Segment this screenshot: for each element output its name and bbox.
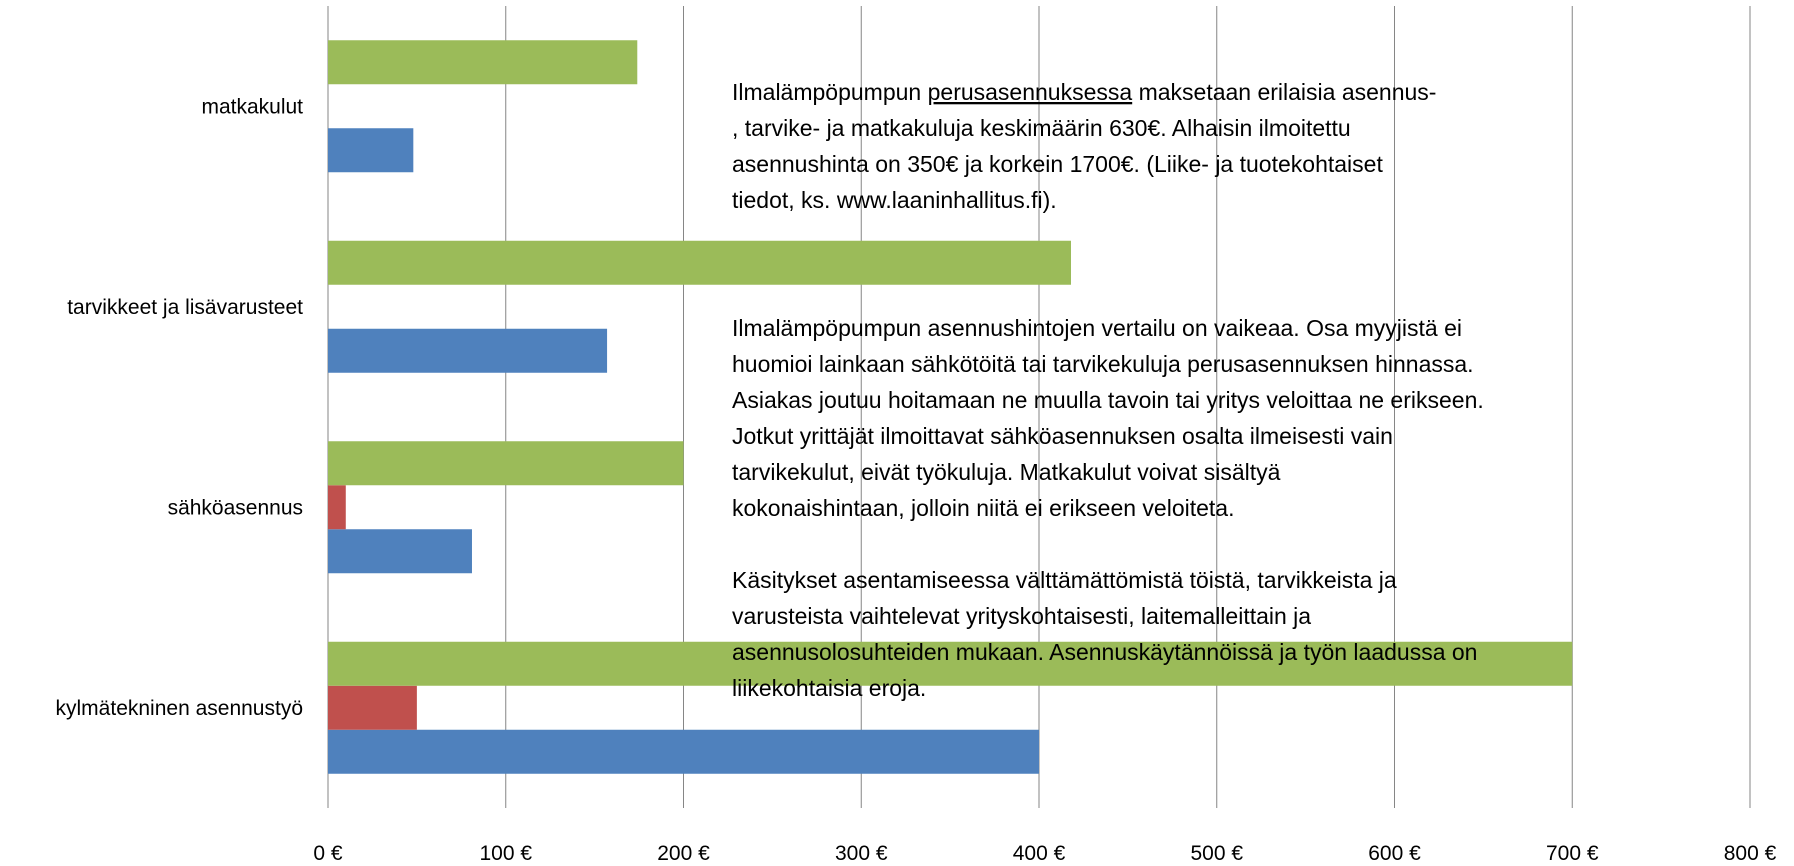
- annotation-line: tiedot, ks. www.laaninhallitus.fi).: [732, 187, 1057, 213]
- annotation-line: Ilmalämpöpumpun perusasennuksessa makset…: [732, 79, 1436, 105]
- x-tick-label: 0 €: [313, 842, 343, 865]
- annotation-line: Käsitykset asentamiseessa välttämättömis…: [732, 567, 1397, 593]
- x-tick-label: 600 €: [1368, 842, 1421, 865]
- annotation-segment: perusasennuksessa: [928, 79, 1133, 105]
- annotation-line: kokonaishintaan, jolloin niitä ei erikse…: [732, 495, 1234, 521]
- bar: [328, 441, 684, 486]
- annotation-line: tarvikekulut, eivät työkuluja. Matkakulu…: [732, 459, 1281, 485]
- x-tick-label: 700 €: [1546, 842, 1599, 865]
- bar: [328, 529, 472, 574]
- bar: [328, 641, 1573, 686]
- x-tick-label: 400 €: [1013, 842, 1066, 865]
- annotation-line: varusteista vaihtelevat yrityskohtaisest…: [732, 603, 1311, 629]
- bar: [328, 485, 346, 530]
- y-tick-label: matkakulut: [201, 95, 303, 118]
- x-tick-label: 200 €: [657, 842, 710, 865]
- annotation-line: , tarvike- ja matkakuluja keskimäärin 63…: [732, 115, 1351, 141]
- annotation-line: asennushinta on 350€ ja korkein 1700€. (…: [732, 151, 1383, 177]
- annotation-line: Ilmalämpöpumpun asennushintojen vertailu…: [732, 315, 1462, 341]
- annotation-line: huomioi lainkaan sähkötöitä tai tarvikek…: [732, 351, 1474, 377]
- y-tick-label: kylmätekninen asennustyö: [56, 697, 303, 720]
- annotation-segment: Ilmalämpöpumpun: [732, 79, 928, 105]
- x-tick-label: 300 €: [835, 842, 888, 865]
- bar: [328, 685, 417, 730]
- y-tick-label: tarvikkeet ja lisävarusteet: [67, 296, 303, 319]
- x-tick-label: 800 €: [1724, 842, 1777, 865]
- y-tick-label: sähköasennus: [168, 496, 303, 519]
- x-tick-label: 500 €: [1190, 842, 1243, 865]
- annotation-line: Jotkut yrittäjät ilmoittavat sähköasennu…: [732, 423, 1393, 449]
- bar: [328, 240, 1071, 285]
- annotation-line: liikekohtaisia eroja.: [732, 675, 926, 701]
- annotation-segment: maksetaan erilaisia asennus-: [1132, 79, 1436, 105]
- bar: [328, 40, 638, 85]
- x-tick-label: 100 €: [479, 842, 532, 865]
- bar: [328, 128, 414, 173]
- annotation-line: Asiakas joutuu hoitamaan ne muulla tavoi…: [732, 387, 1484, 413]
- bar: [328, 729, 1039, 774]
- bar: [328, 328, 608, 373]
- annotation-line: asennusolosuhteiden mukaan. Asennuskäytä…: [732, 639, 1477, 665]
